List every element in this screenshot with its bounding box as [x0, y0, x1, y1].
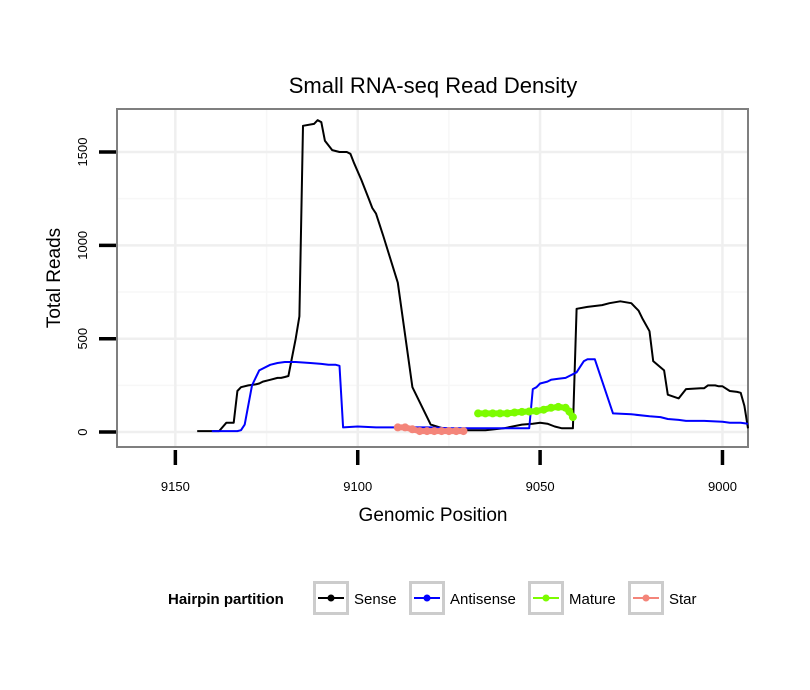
data-point-star-1 [401, 423, 410, 432]
legend-marker-star [642, 594, 650, 602]
x-tick-label-3: 9000 [708, 479, 737, 494]
y-tick-label-3: 1500 [75, 138, 90, 167]
legend-label-sense: Sense [354, 591, 397, 608]
data-point-star-2 [408, 425, 417, 434]
legend-item-star: Star [628, 581, 697, 615]
data-point-star-5 [430, 427, 439, 436]
data-point-mature-7 [525, 407, 534, 416]
y-axis-label: Total Reads [44, 228, 65, 328]
y-tick-label-1: 500 [75, 328, 90, 350]
data-point-mature-1 [481, 409, 490, 418]
data-point-mature-8 [532, 407, 541, 416]
legend-marker-antisense [423, 594, 431, 602]
data-point-mature-3 [496, 409, 504, 418]
x-tick-label-2: 9050 [526, 479, 555, 494]
legend-label-mature: Mature [569, 591, 616, 608]
series-line-sense [197, 119, 749, 433]
data-point-mature-2 [488, 409, 497, 418]
legend-item-sense: Sense [313, 581, 397, 615]
plot-panel [116, 108, 749, 448]
chart-title: Small RNA-seq Read Density [289, 73, 578, 98]
data-point-star-0 [393, 423, 402, 432]
legend-item-mature: Mature [528, 581, 616, 615]
data-point-star-9 [459, 427, 468, 436]
y-tick-label-0: 0 [75, 428, 90, 435]
data-point-mature-9 [539, 405, 548, 414]
data-point-star-7 [444, 427, 453, 436]
legend-label-star: Star [669, 591, 697, 608]
data-point-star-8 [452, 427, 461, 436]
data-point-mature-14 [568, 413, 577, 422]
legend-marker-mature [542, 594, 550, 602]
data-point-mature-4 [503, 409, 512, 418]
data-point-mature-6 [517, 407, 526, 416]
data-point-star-3 [415, 427, 424, 436]
data-point-star-6 [437, 427, 446, 436]
data-point-mature-0 [474, 409, 483, 418]
y-tick-label-2: 1000 [75, 231, 90, 260]
x-axis-label: Genomic Position [359, 505, 508, 526]
x-tick-label-0: 9150 [161, 479, 190, 494]
legend-item-antisense: Antisense [409, 581, 516, 615]
legend-marker-sense [327, 594, 335, 602]
data-point-mature-10 [547, 403, 555, 412]
data-point-mature-11 [554, 402, 563, 411]
series-line-antisense [211, 358, 749, 433]
y-axis: 0 500 1000 1500 [75, 138, 116, 436]
legend: Hairpin partition Sense Antisense Mature St… [168, 581, 697, 615]
x-tick-label-1: 9100 [343, 479, 372, 494]
x-axis: 9150 9100 9050 9000 [161, 450, 737, 494]
series-layer [197, 119, 749, 436]
data-point-star-4 [423, 427, 431, 436]
data-point-mature-5 [510, 408, 519, 417]
legend-title: Hairpin partition [168, 591, 284, 608]
legend-label-antisense: Antisense [450, 591, 516, 608]
